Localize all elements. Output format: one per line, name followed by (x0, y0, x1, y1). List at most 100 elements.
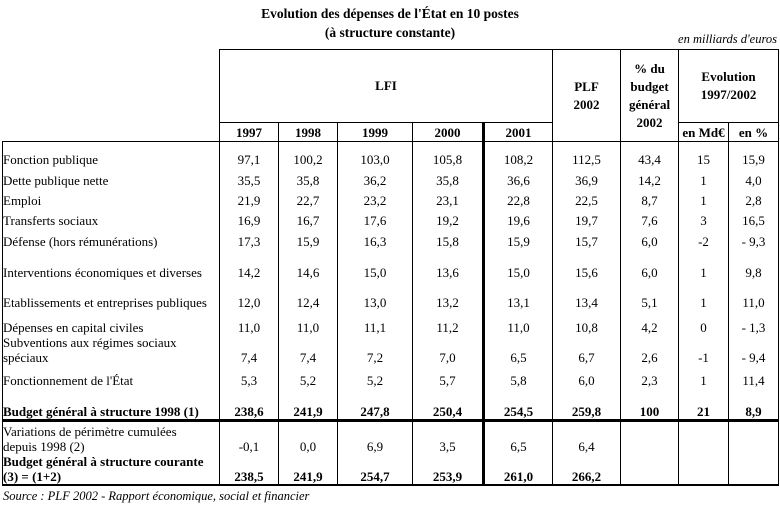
cell-value: 19,7 (552, 207, 622, 228)
cell-value: 6,0 (620, 248, 680, 280)
cell-value: 15,9 (482, 227, 554, 249)
table-row: Interventions économiques et diverses 14,… (2, 248, 780, 280)
cell-value: 100,2 (278, 141, 338, 167)
cell-value: 13,4 (552, 279, 622, 310)
cell-value (620, 419, 680, 454)
cell-value: 1 (678, 248, 730, 280)
cell-value: 238,6 (219, 387, 279, 421)
cell-value: 103,0 (337, 141, 413, 167)
row-label: Dette publique nette (2, 166, 220, 188)
cell-value: 11,0 (482, 309, 554, 335)
cell-value: 254,5 (482, 387, 554, 421)
row-label: Budget général à structure courante (3) … (2, 453, 220, 486)
cell-value: 13,1 (482, 279, 554, 310)
cell-value: 7,4 (219, 334, 279, 365)
cell-value (728, 419, 780, 454)
cell-value: 7,4 (278, 334, 338, 365)
row-label: Transferts sociaux (2, 207, 220, 228)
cell-value: 2,8 (728, 187, 780, 208)
cell-value: 23,1 (412, 187, 485, 208)
cell-value: 100 (620, 387, 680, 421)
col-1998: 1998 (278, 122, 338, 142)
row-label: Budget général à structure 1998 (1) (2, 387, 220, 421)
cell-value: 4,2 (620, 309, 680, 335)
cell-value: 4,0 (728, 166, 780, 188)
cell-value: 10,8 (552, 309, 622, 335)
cell-value: 7,2 (337, 334, 413, 365)
cell-value: 11,4 (728, 364, 780, 388)
cell-value: 2,3 (620, 364, 680, 388)
row-label: Variations de périmètre cumulées depuis … (2, 419, 220, 454)
cell-value: 6,0 (620, 227, 680, 249)
cell-value: 6,7 (552, 334, 622, 365)
table-row: Défense (hors rémunérations) 17,3 15,9 16,3… (2, 227, 780, 249)
cell-value: 19,2 (412, 207, 485, 228)
cell-value: 254,7 (337, 453, 413, 486)
cell-value: 15,0 (337, 248, 413, 280)
cell-value: 11,2 (412, 309, 485, 335)
col-group-lfi: LFI (218, 49, 554, 123)
cell-value: 19,6 (482, 207, 554, 228)
cell-value: 14,2 (620, 166, 680, 188)
row-label: Fonctionnement de l'État (2, 364, 220, 388)
row-label: Emploi (2, 187, 220, 208)
cell-value: 6,4 (552, 419, 622, 454)
header-row-groups: LFI PLF 2002 % du budget général 2002 Ev… (3, 49, 780, 142)
cell-value: 112,5 (552, 141, 622, 167)
table-row: Variations de périmètre cumulées depuis … (2, 419, 780, 454)
cell-value: 35,5 (219, 166, 279, 188)
cell-value: 5,2 (278, 364, 338, 388)
cell-value (620, 453, 680, 486)
cell-value: 5,2 (337, 364, 413, 388)
row-label: Etablissements et entreprises publiques (2, 279, 220, 310)
cell-value: 9,8 (728, 248, 780, 280)
col-2000: 2000 (412, 122, 485, 142)
cell-value: 8,9 (728, 387, 780, 421)
cell-value: 15,0 (482, 248, 554, 280)
cell-value: 6,0 (552, 364, 622, 388)
cell-value (728, 453, 780, 486)
cell-value: 23,2 (337, 187, 413, 208)
cell-value: 16,3 (337, 227, 413, 249)
page-subtitle: (à structure constante) (324, 25, 456, 40)
cell-value: 6,9 (337, 419, 413, 454)
cell-value: 11,0 (728, 279, 780, 310)
cell-value: 12,4 (278, 279, 338, 310)
cell-value: 1 (678, 279, 730, 310)
col-2001: 2001 (482, 122, 554, 142)
cell-value: 21,9 (219, 187, 279, 208)
col-en-mde: en Md€ (678, 122, 730, 142)
cell-value: 15 (678, 141, 730, 167)
cell-value: 1 (678, 166, 730, 188)
row-label: Subventions aux régimes sociaux spéciaux (2, 334, 220, 365)
row-label: Interventions économiques et diverses (2, 248, 220, 280)
col-en-pct: en % (728, 122, 780, 142)
cell-value: 14,6 (278, 248, 338, 280)
cell-value: 13,6 (412, 248, 485, 280)
table-row: Transferts sociaux 16,9 16,7 17,6 19,2 19,6 19… (2, 207, 780, 228)
cell-value: -1 (678, 334, 730, 365)
col-pct-budget-general: % du budget général 2002 (620, 49, 680, 142)
cell-value: 15,8 (412, 227, 485, 249)
table-row: Budget général à structure courante (3) … (2, 453, 780, 486)
cell-value: - 1,3 (728, 309, 780, 335)
cell-value: 0 (678, 309, 730, 335)
cell-value: - 9,3 (728, 227, 780, 249)
cell-value: 7,6 (620, 207, 680, 228)
cell-value: 35,8 (412, 166, 485, 188)
cell-value: 13,0 (337, 279, 413, 310)
cell-value: 36,2 (337, 166, 413, 188)
cell-value: 3 (678, 207, 730, 228)
row-label: Défense (hors rémunérations) (2, 227, 220, 249)
col-1999: 1999 (337, 122, 413, 142)
cell-value: 250,4 (412, 387, 485, 421)
cell-value: 21 (678, 387, 730, 421)
cell-value: 12,0 (219, 279, 279, 310)
table-row: Budget général à structure 1998 (1) 238,6… (2, 387, 780, 421)
col-group-evolution: Evolution 1997/2002 (678, 49, 780, 123)
header-row-years: 1997 1998 1999 2000 2001 en Md€ en % (3, 122, 780, 142)
cell-value: 15,6 (552, 248, 622, 280)
col-1997: 1997 (219, 122, 279, 142)
table-row: Dépenses en capital civiles 11,0 11,0 11,1 1… (2, 309, 780, 335)
